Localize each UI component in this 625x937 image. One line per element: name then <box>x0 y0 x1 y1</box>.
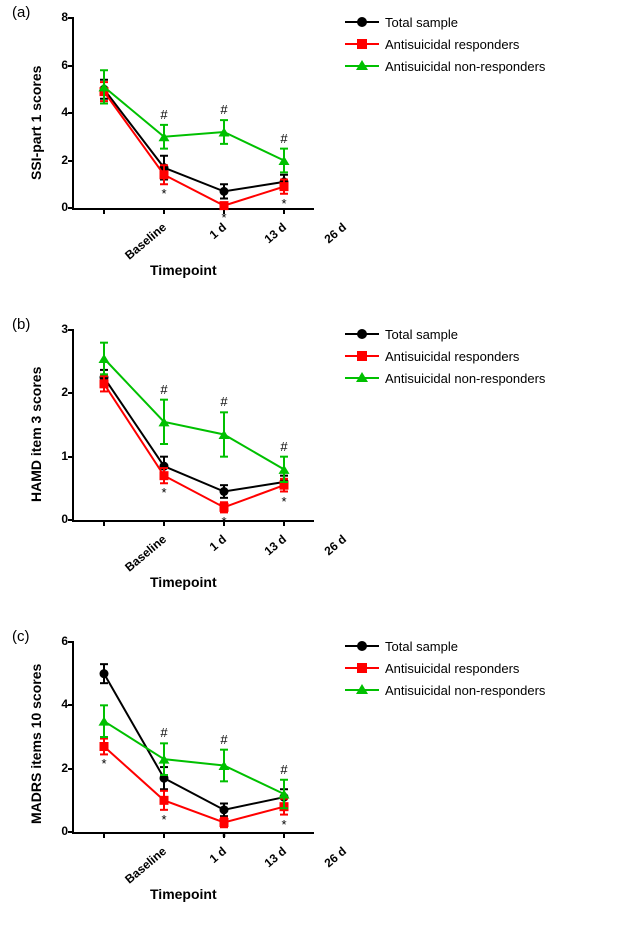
legend-item-resp: Antisuicidal responders <box>345 658 545 678</box>
xlabel-c: Timepoint <box>150 886 217 902</box>
ytick-label: 6 <box>44 634 68 648</box>
legend-label: Antisuicidal responders <box>385 37 519 52</box>
xtick-label: 26 d <box>294 844 349 893</box>
ylabel-a: SSI-part 1 scores <box>28 66 44 180</box>
star-annotation: * <box>218 829 230 844</box>
hash-annotation: # <box>278 439 290 454</box>
panel-a: (a) 02468Baseline1 d13 d26 d###*** Total… <box>0 0 625 312</box>
legend-item-total: Total sample <box>345 636 545 656</box>
hash-annotation: # <box>158 725 170 740</box>
ytick-label: 4 <box>44 697 68 711</box>
legend-label: Antisuicidal responders <box>385 661 519 676</box>
legend-label: Antisuicidal responders <box>385 349 519 364</box>
hash-annotation: # <box>218 732 230 747</box>
legend-item-total: Total sample <box>345 324 545 344</box>
ytick-label: 4 <box>44 105 68 119</box>
figure: (a) 02468Baseline1 d13 d26 d###*** Total… <box>0 0 625 937</box>
xtick-label: 13 d <box>234 220 289 269</box>
ytick-label: 8 <box>44 10 68 24</box>
legend-item-resp: Antisuicidal responders <box>345 346 545 366</box>
xtick-label: 13 d <box>234 532 289 581</box>
legend-label: Antisuicidal non-responders <box>385 371 545 386</box>
legend-label: Total sample <box>385 639 458 654</box>
legend-label: Antisuicidal non-responders <box>385 59 545 74</box>
hash-annotation: # <box>158 382 170 397</box>
star-annotation: * <box>278 817 290 832</box>
star-annotation: * <box>218 210 230 225</box>
star-annotation: * <box>218 514 230 529</box>
panel-b: (b) 0123Baseline1 d13 d26 d###*** Total … <box>0 312 625 624</box>
legend-c: Total sample Antisuicidal responders Antis… <box>345 636 545 702</box>
plot-b: 0123Baseline1 d13 d26 d###*** <box>72 330 314 522</box>
hash-annotation: # <box>218 394 230 409</box>
xtick-label: 13 d <box>234 844 289 893</box>
star-annotation: * <box>158 186 170 201</box>
legend-item-total: Total sample <box>345 12 545 32</box>
star-annotation: * <box>278 494 290 509</box>
legend-item-nonresp: Antisuicidal non-responders <box>345 368 545 388</box>
hash-annotation: # <box>158 107 170 122</box>
legend-label: Total sample <box>385 327 458 342</box>
legend-item-resp: Antisuicidal responders <box>345 34 545 54</box>
ytick-label: 6 <box>44 58 68 72</box>
panel-c: (c) 0246Baseline1 d13 d26 d###**** Total… <box>0 624 625 937</box>
xlabel-a: Timepoint <box>150 262 217 278</box>
ytick-label: 1 <box>44 449 68 463</box>
hash-annotation: # <box>218 102 230 117</box>
panel-c-label: (c) <box>12 628 30 645</box>
legend-item-nonresp: Antisuicidal non-responders <box>345 56 545 76</box>
star-annotation: * <box>98 756 110 771</box>
legend-a: Total sample Antisuicidal responders Antis… <box>345 12 545 78</box>
legend-b: Total sample Antisuicidal responders Antis… <box>345 324 545 390</box>
hash-annotation: # <box>278 131 290 146</box>
star-annotation: * <box>158 485 170 500</box>
ytick-label: 0 <box>44 824 68 838</box>
ytick-label: 3 <box>44 322 68 336</box>
ytick-label: 0 <box>44 200 68 214</box>
ytick-label: 0 <box>44 512 68 526</box>
star-annotation: * <box>278 196 290 211</box>
xtick-label: 26 d <box>294 220 349 269</box>
ytick-label: 2 <box>44 153 68 167</box>
panel-b-label: (b) <box>12 316 30 333</box>
legend-label: Total sample <box>385 15 458 30</box>
ylabel-c: MADRS items 10 scores <box>28 664 44 824</box>
panel-a-label: (a) <box>12 4 30 21</box>
star-annotation: * <box>158 812 170 827</box>
legend-label: Antisuicidal non-responders <box>385 683 545 698</box>
plot-c: 0246Baseline1 d13 d26 d###**** <box>72 642 314 834</box>
xtick-label: 26 d <box>294 532 349 581</box>
ytick-label: 2 <box>44 385 68 399</box>
legend-item-nonresp: Antisuicidal non-responders <box>345 680 545 700</box>
ytick-label: 2 <box>44 761 68 775</box>
plot-a: 02468Baseline1 d13 d26 d###*** <box>72 18 314 210</box>
hash-annotation: # <box>278 762 290 777</box>
ylabel-b: HAMD item 3 scores <box>28 367 44 502</box>
xlabel-b: Timepoint <box>150 574 217 590</box>
